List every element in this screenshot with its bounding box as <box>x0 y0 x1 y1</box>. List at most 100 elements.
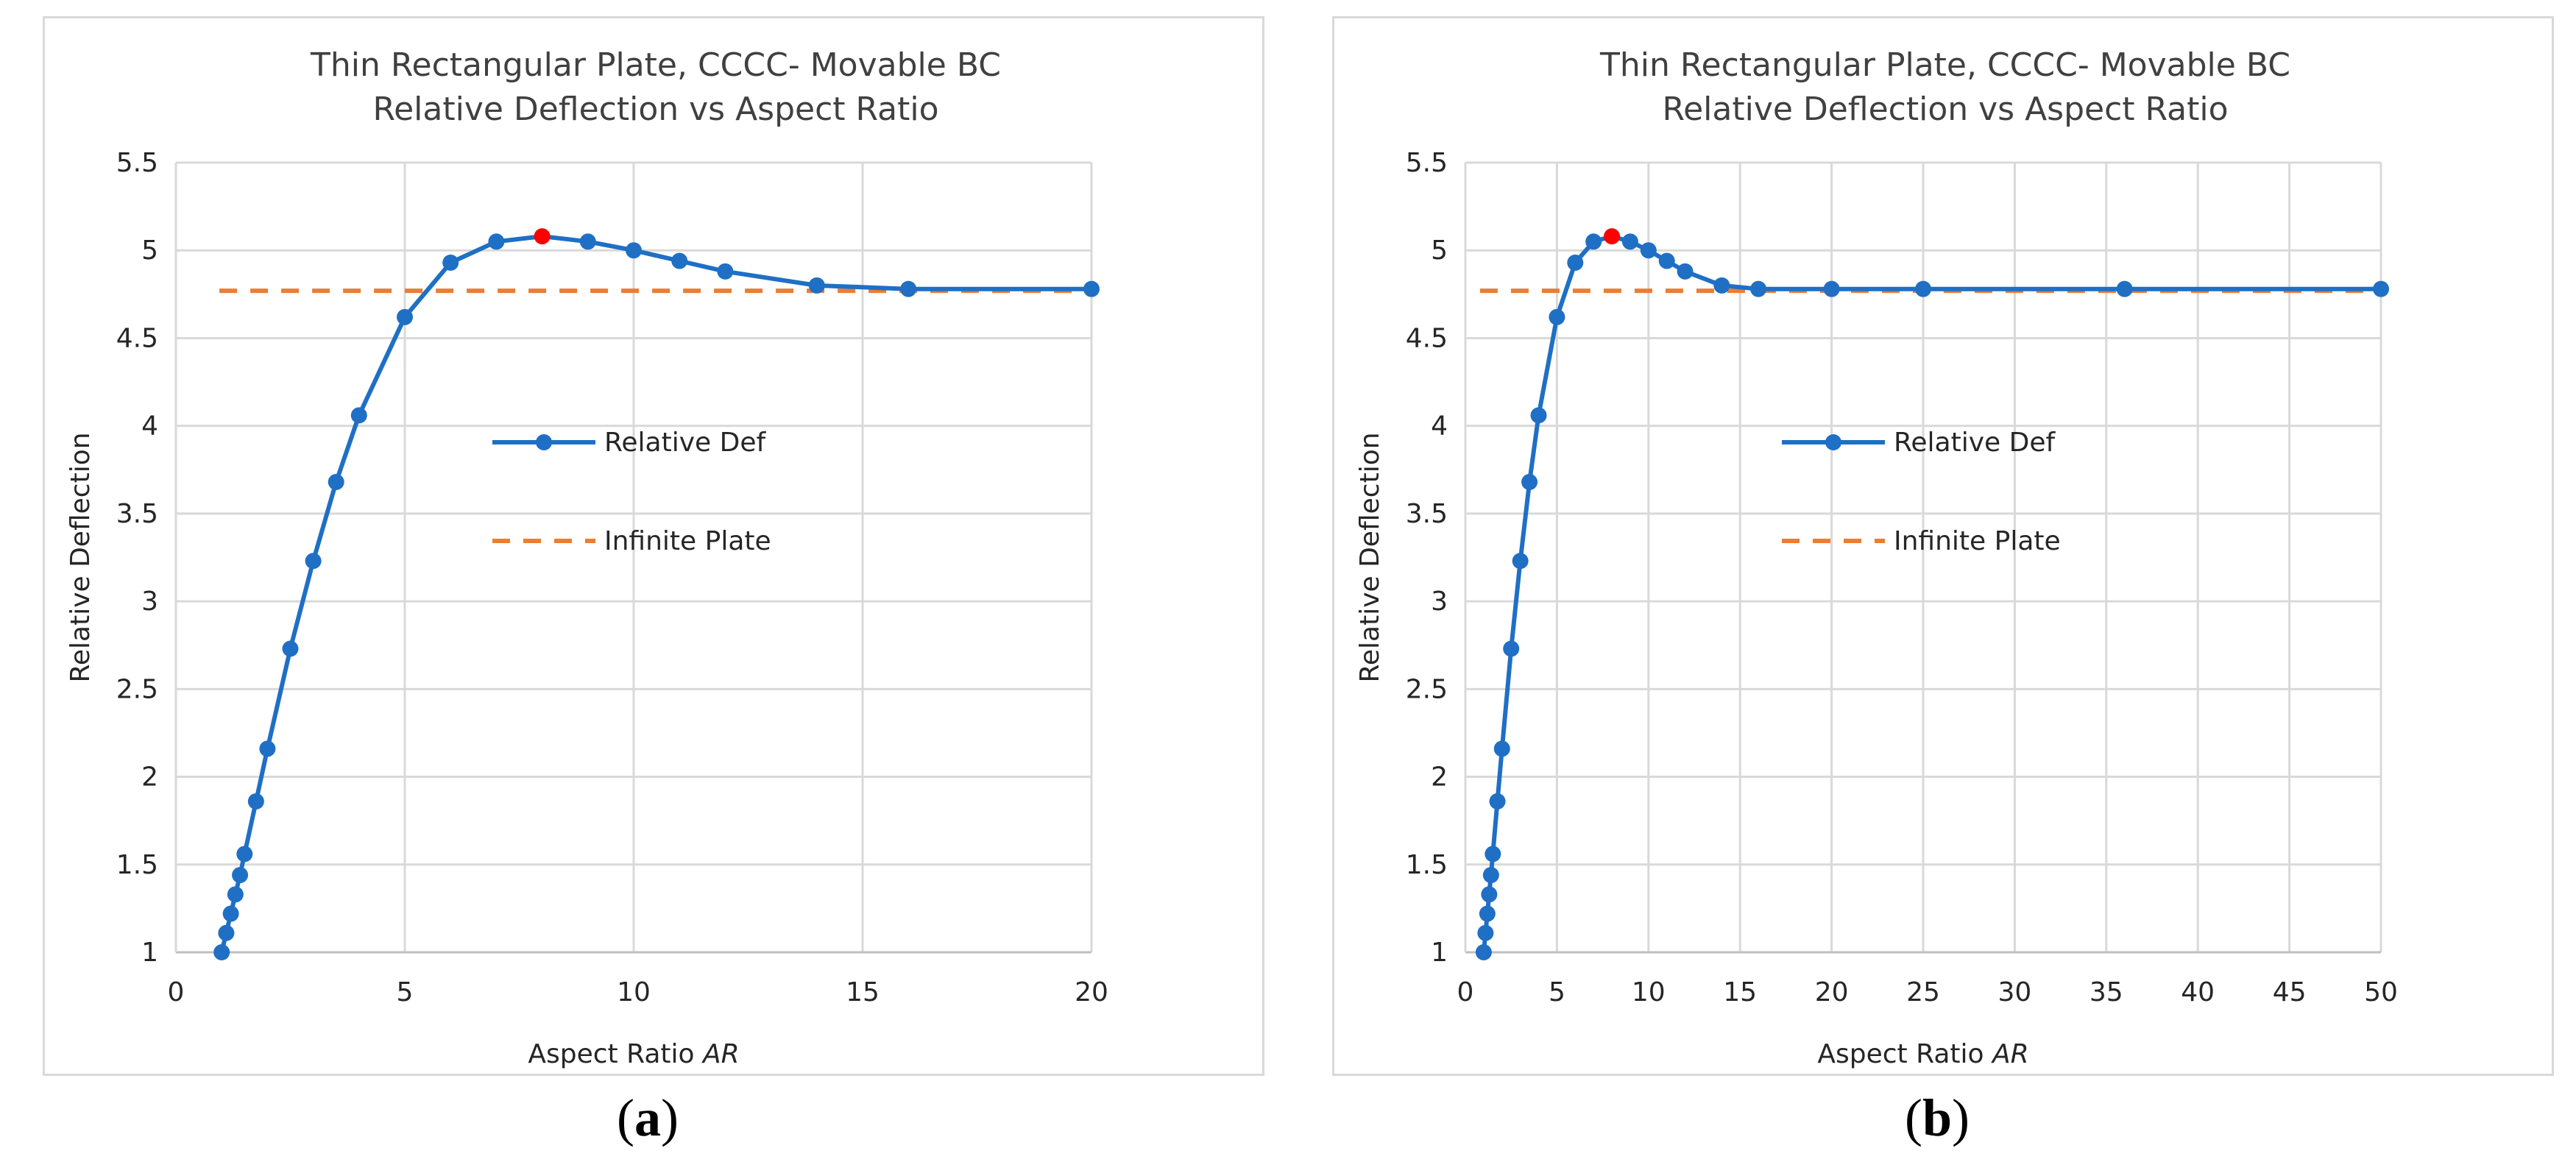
data-point <box>1640 242 1657 259</box>
legend-label-relative-def: Relative Def <box>1894 428 2056 458</box>
y-tick-label: 2.5 <box>116 674 158 704</box>
legend-label-infinite-plate: Infinite Plate <box>604 526 771 556</box>
data-point <box>1481 886 1498 903</box>
y-tick-label: 3 <box>1431 587 1448 617</box>
chart-b: Thin Rectangular Plate, CCCC- Movable BC… <box>1355 46 2398 1069</box>
data-point <box>1475 944 1492 960</box>
x-tick-label: 5 <box>1549 977 1565 1007</box>
data-point <box>1482 867 1499 884</box>
x-tick-label: 10 <box>617 977 651 1007</box>
chart-a: Thin Rectangular Plate, CCCC- Movable BC… <box>66 46 1108 1069</box>
data-point-max <box>1604 228 1621 245</box>
legend-marker-relative-def <box>1825 434 1841 450</box>
x-tick-label: 45 <box>2273 977 2307 1007</box>
x-tick-label: 0 <box>1457 977 1474 1007</box>
caption-open-paren: ( <box>617 1088 634 1147</box>
y-tick-label: 4 <box>141 411 158 442</box>
x-axis-label-text: Aspect Ratio <box>528 1039 703 1069</box>
chart-title-line-1: Thin Rectangular Plate, CCCC- Movable BC <box>1599 46 2290 84</box>
data-point <box>1503 640 1520 657</box>
data-point <box>1479 905 1496 922</box>
x-axis-label: Aspect Ratio AR <box>1817 1039 2028 1069</box>
data-point <box>1530 407 1547 424</box>
data-point <box>1489 793 1506 810</box>
y-tick-label: 1 <box>141 938 158 968</box>
y-tick-label: 1.5 <box>1406 850 1448 880</box>
x-tick-label: 20 <box>1075 977 1108 1007</box>
x-tick-label: 15 <box>846 977 880 1007</box>
panel-caption-b: (b) <box>1864 1088 2011 1149</box>
data-point <box>1585 233 1602 250</box>
y-axis-label: Relative Deflection <box>1355 432 1385 682</box>
data-point <box>1549 308 1565 325</box>
data-point <box>350 407 367 424</box>
data-point <box>247 793 264 810</box>
panel-a: Thin Rectangular Plate, CCCC- Movable BC… <box>43 16 1264 1147</box>
x-tick-label: 40 <box>2181 977 2215 1007</box>
x-tick-label: 0 <box>168 977 185 1007</box>
y-tick-label: 5.5 <box>1406 148 1448 178</box>
data-point <box>222 905 239 922</box>
y-tick-label: 5 <box>141 235 158 266</box>
y-tick-label: 1 <box>1431 938 1448 968</box>
data-point <box>1083 280 1100 297</box>
data-point <box>397 308 413 325</box>
y-tick-label: 4 <box>1431 411 1448 442</box>
x-tick-label: 5 <box>397 977 414 1007</box>
data-point <box>900 280 917 297</box>
chart-title-line-1: Thin Rectangular Plate, CCCC- Movable BC <box>310 46 1001 84</box>
y-tick-label: 5 <box>1431 235 1448 266</box>
data-point <box>717 263 734 280</box>
data-point <box>579 233 596 250</box>
x-tick-label: 30 <box>1998 977 2031 1007</box>
data-point <box>1493 740 1510 757</box>
data-point <box>305 553 322 570</box>
data-point <box>1512 553 1529 570</box>
y-tick-label: 4.5 <box>116 323 158 353</box>
x-tick-label: 20 <box>1815 977 1849 1007</box>
data-point <box>2373 280 2389 297</box>
caption-open-paren: ( <box>1904 1088 1922 1147</box>
x-axis-label: Aspect Ratio AR <box>528 1039 739 1069</box>
y-tick-label: 3.5 <box>116 499 158 529</box>
data-point <box>1477 924 1494 941</box>
chart-a-frame: Thin Rectangular Plate, CCCC- Movable BC… <box>43 16 1264 1076</box>
data-point <box>213 944 230 960</box>
y-tick-label: 2 <box>1431 762 1448 793</box>
legend: Relative Def Infinite Plate <box>1782 428 2061 556</box>
x-tick-label: 10 <box>1632 977 1666 1007</box>
x-axis-label-italic: AR <box>701 1039 740 1069</box>
data-point <box>236 846 253 862</box>
y-tick-label: 2 <box>141 762 158 793</box>
data-point <box>1750 280 1767 297</box>
data-point <box>1915 280 1931 297</box>
x-axis-label-italic: AR <box>1991 1039 2029 1069</box>
y-tick-label: 3.5 <box>1406 499 1448 529</box>
y-tick-label: 1.5 <box>116 850 158 880</box>
data-point <box>1823 280 1840 297</box>
y-tick-label: 4.5 <box>1406 323 1448 353</box>
data-point <box>259 740 276 757</box>
y-tick-label: 3 <box>141 587 158 617</box>
data-point <box>227 886 244 903</box>
legend-marker-relative-def <box>536 434 552 450</box>
x-tick-label: 50 <box>2364 977 2398 1007</box>
data-point <box>808 277 825 294</box>
data-point <box>1621 233 1638 250</box>
data-point <box>626 242 642 259</box>
data-point-max <box>534 228 551 245</box>
data-point <box>328 473 344 490</box>
caption-letter: a <box>634 1088 661 1147</box>
y-tick-label: 5.5 <box>116 148 158 178</box>
data-point <box>488 233 505 250</box>
data-point <box>1713 277 1730 294</box>
caption-close-paren: ) <box>1952 1088 1970 1147</box>
data-point <box>232 867 249 884</box>
y-axis-label: Relative Deflection <box>66 432 96 682</box>
data-point <box>442 254 459 271</box>
data-point <box>2116 280 2133 297</box>
legend: Relative Def Infinite Plate <box>492 428 771 556</box>
legend-label-infinite-plate: Infinite Plate <box>1894 526 2061 556</box>
x-tick-label: 35 <box>2090 977 2123 1007</box>
x-axis-label-text: Aspect Ratio <box>1817 1039 1992 1069</box>
